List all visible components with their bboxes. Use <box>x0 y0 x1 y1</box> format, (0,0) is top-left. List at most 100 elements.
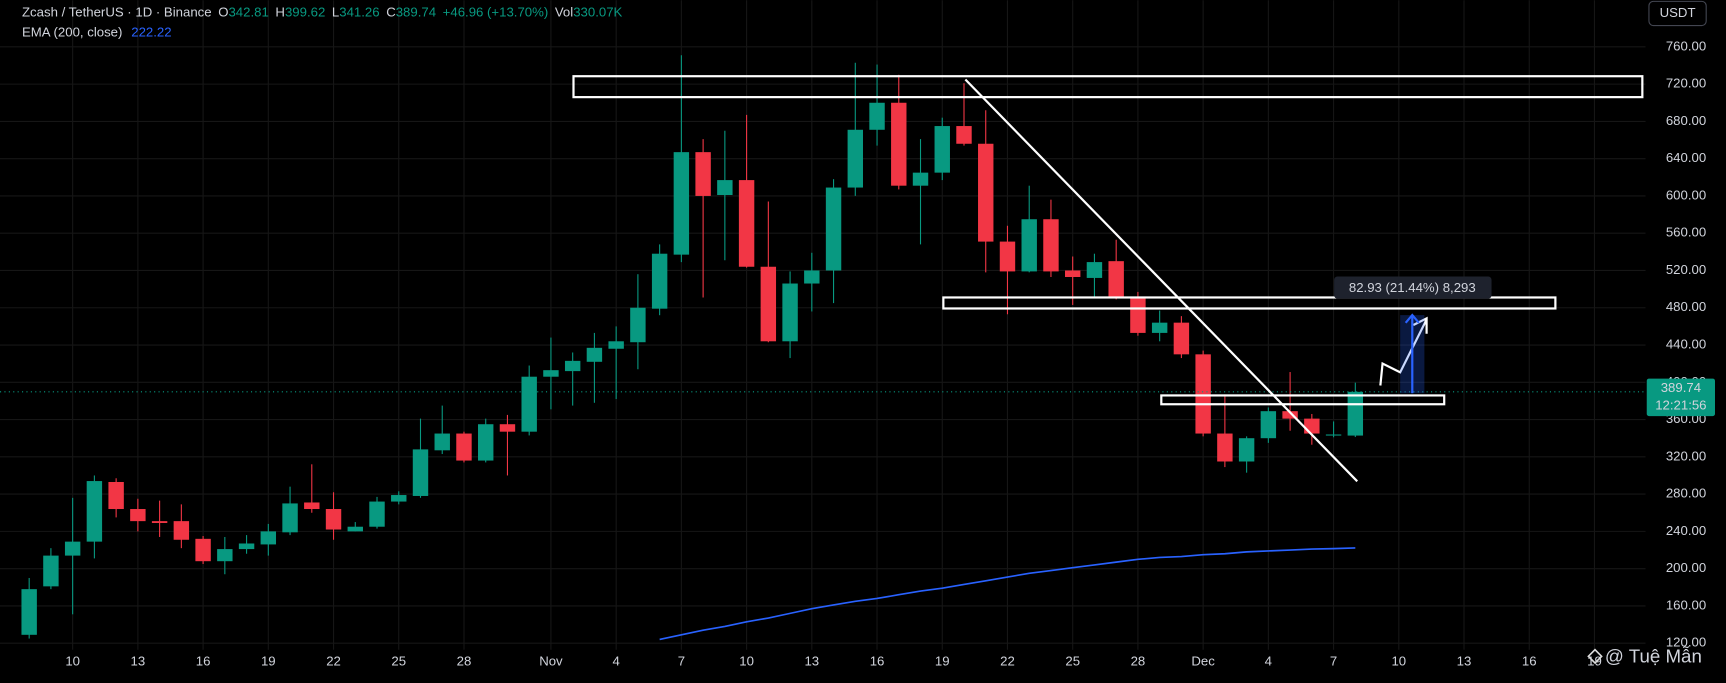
c-value: 389.74 <box>396 5 436 20</box>
price-tag-value: 389.74 <box>1661 380 1701 395</box>
l-value: 341.26 <box>339 5 379 20</box>
y-tick-label: 760.00 <box>1666 38 1706 53</box>
y-tick-label: 160.00 <box>1666 597 1706 612</box>
candle-body <box>869 102 885 130</box>
measure-tool: 82.93 (21.44%) 8,293 <box>1334 276 1492 394</box>
y-tick-label: 600.00 <box>1666 187 1706 202</box>
candle-body <box>1195 354 1211 434</box>
candle-body <box>717 180 733 196</box>
price-tag-box <box>1646 378 1715 417</box>
candle-body <box>499 424 516 432</box>
y-tick-label: 520.00 <box>1666 262 1706 277</box>
candle-body <box>1021 219 1037 272</box>
x-tick-label: 7 <box>1330 653 1337 668</box>
candle-body <box>999 241 1016 272</box>
candle-body <box>21 589 37 635</box>
candle-body <box>434 433 450 451</box>
candle-body <box>282 503 298 533</box>
candle-body <box>1064 270 1081 278</box>
candle-body <box>1260 411 1277 439</box>
marks <box>0 55 1646 641</box>
y-tick-label: 720.00 <box>1666 76 1706 91</box>
candle-body <box>651 253 668 309</box>
candle-body <box>847 129 863 188</box>
candle-body <box>43 555 59 587</box>
ema-label: EMA (200, close) <box>22 25 122 40</box>
candle-body <box>1238 438 1255 462</box>
candle-body <box>304 502 320 510</box>
candle-body <box>238 543 255 550</box>
x-tick-label: 25 <box>1065 653 1080 668</box>
candle-body <box>64 541 81 556</box>
candle-body <box>630 307 646 343</box>
watermark-text: @ Tuệ Mẫn <box>1605 645 1702 666</box>
ema-line <box>659 547 1356 641</box>
y-tick-label: 280.00 <box>1666 486 1706 501</box>
x-tick-label: Dec <box>1191 653 1215 668</box>
candle-body <box>1325 434 1342 436</box>
x-tick-label: 19 <box>1587 653 1602 668</box>
currency-button[interactable] <box>1648 0 1707 27</box>
x-tick-label: 19 <box>935 653 950 668</box>
candle-body <box>978 143 994 242</box>
candle-body <box>151 521 168 523</box>
measure-box <box>1334 276 1492 299</box>
x-tick-label: 28 <box>1131 653 1146 668</box>
y-tick-label: 640.00 <box>1666 150 1706 165</box>
candle-body <box>369 501 385 527</box>
x-tick-label: 28 <box>457 653 472 668</box>
vol-label: Vol <box>555 5 573 20</box>
vol-value: 330.07K <box>573 5 622 20</box>
candle-body <box>738 180 755 267</box>
candle-body <box>1282 411 1298 419</box>
candle-body <box>564 360 581 372</box>
symbol-name: Zcash / TetherUS · 1D · Binance <box>22 5 212 20</box>
l-label: L <box>332 5 339 20</box>
countdown: 12:21:56 <box>1655 398 1706 413</box>
ema-value: 222.22 <box>131 25 171 40</box>
trendline <box>964 78 1359 483</box>
candle-body <box>325 509 342 530</box>
x-tick-label: 13 <box>804 653 819 668</box>
x-tick-label: 16 <box>196 653 211 668</box>
candle-body <box>1043 219 1059 272</box>
candle-body <box>173 521 190 540</box>
candle-body <box>391 495 407 502</box>
candle-body <box>891 102 907 186</box>
candle-body <box>804 270 820 284</box>
x-tick-label: 25 <box>391 653 406 668</box>
y-tick-label: 680.00 <box>1666 113 1706 128</box>
price-tag: 389.74 12:21:56 <box>1646 378 1715 417</box>
change: +46.96 (+13.70%) <box>443 5 549 20</box>
x-tick-label: 4 <box>1265 653 1272 668</box>
h-label: H <box>275 5 285 20</box>
candle-body <box>456 433 472 461</box>
breakout-zone <box>1160 394 1446 406</box>
o-value: 342.81 <box>228 5 268 20</box>
candle-body <box>695 152 711 196</box>
candle-body <box>86 481 103 542</box>
candle-body <box>934 126 950 173</box>
y-tick-label: 440.00 <box>1666 337 1706 352</box>
x-tick-label: 10 <box>1391 653 1406 668</box>
candle-body <box>825 187 842 271</box>
candle-body <box>1086 262 1103 278</box>
resistance-zone <box>572 75 1644 99</box>
candle-body <box>195 538 211 562</box>
candle-body <box>673 152 690 255</box>
x-tick-label: 7 <box>678 653 685 668</box>
candle-body <box>1173 322 1190 355</box>
candle-body <box>412 449 429 496</box>
candle-body <box>912 172 929 186</box>
candle-body <box>1217 433 1233 462</box>
c-label: C <box>386 5 396 20</box>
candle-body <box>1304 418 1320 434</box>
x-tick-label: 16 <box>870 653 885 668</box>
currency-label[interactable]: USDT <box>1660 5 1696 20</box>
candle-body <box>586 347 603 362</box>
candle-body <box>478 424 494 461</box>
x-tick-label: 10 <box>739 653 754 668</box>
candle-body <box>1151 322 1168 333</box>
